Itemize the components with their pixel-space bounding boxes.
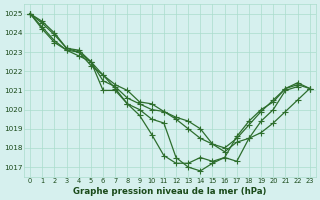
X-axis label: Graphe pression niveau de la mer (hPa): Graphe pression niveau de la mer (hPa) xyxy=(73,187,267,196)
